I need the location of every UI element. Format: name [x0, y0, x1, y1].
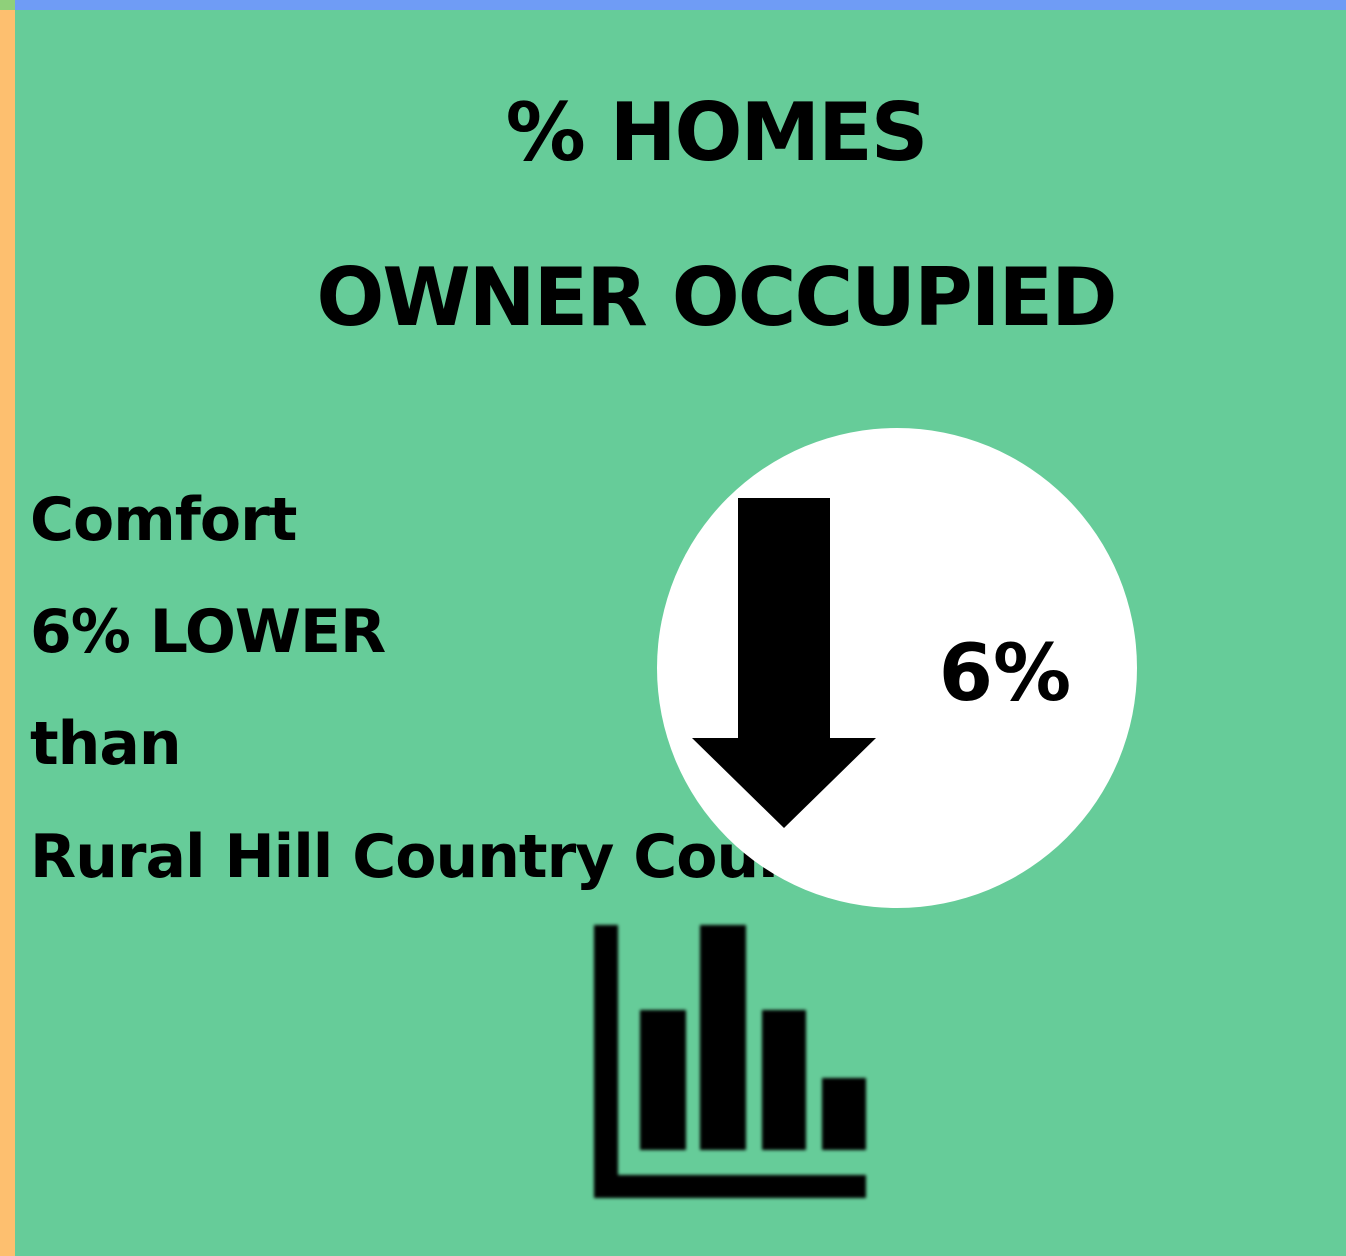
icon-bar — [762, 1010, 806, 1150]
icon-bar — [640, 1010, 686, 1150]
icon-axis — [594, 1175, 866, 1198]
text-line: Comfort — [30, 485, 297, 555]
text-line: 6% LOWER — [30, 597, 385, 667]
left-bar — [0, 0, 15, 1256]
corner — [0, 0, 15, 10]
icon-bar — [822, 1078, 866, 1150]
badge-label: 6% — [939, 629, 1071, 719]
icon-bar — [700, 925, 746, 1150]
top-bar — [0, 0, 1346, 10]
bar-chart-icon — [594, 925, 866, 1198]
title-line: % HOMES — [506, 86, 927, 179]
down-arrow — [692, 498, 876, 828]
title-line: OWNER OCCUPIED — [316, 251, 1115, 344]
icon-axis — [594, 925, 618, 1198]
text-line: than — [30, 709, 181, 779]
